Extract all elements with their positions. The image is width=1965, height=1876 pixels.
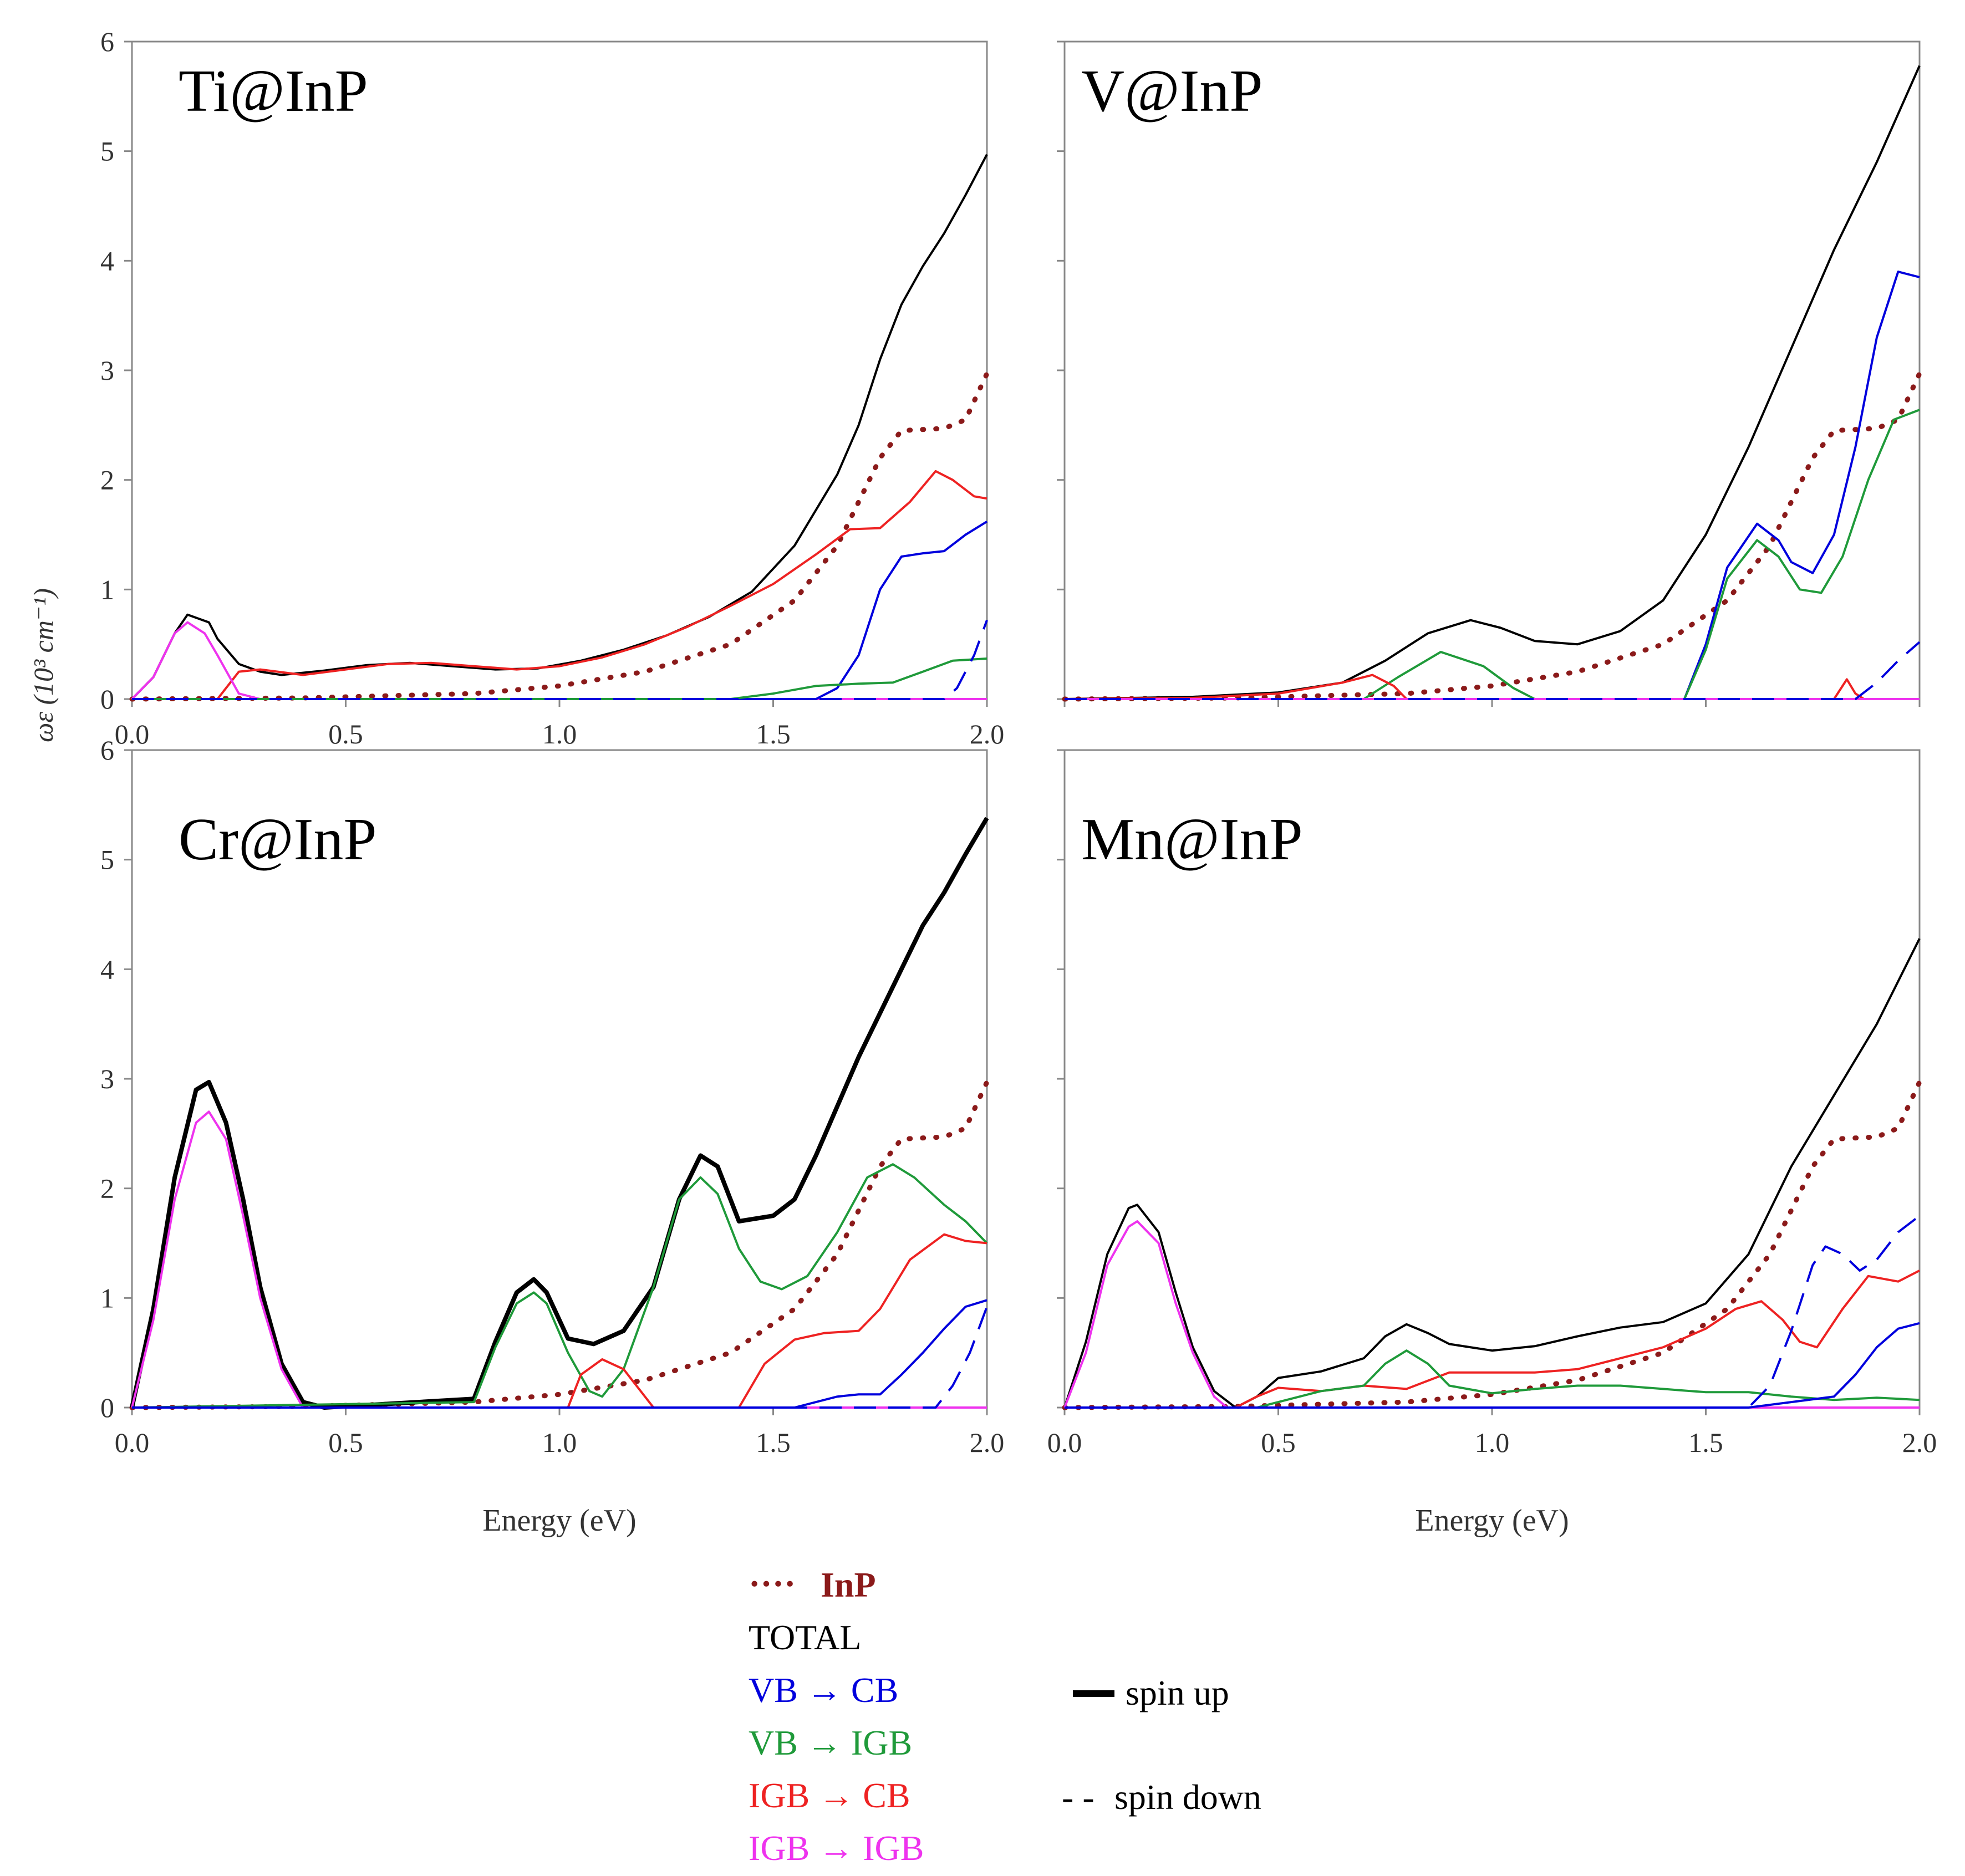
- series-v-total: [1065, 66, 1920, 700]
- legend-item-vb-igb: VB → IGB: [749, 1723, 912, 1762]
- legend-item-vb-cb: VB → CB: [749, 1670, 898, 1710]
- y-tick-label-cr-0: 0: [100, 1392, 114, 1423]
- legend-item-igb-igb: IGB → IGB: [749, 1828, 924, 1868]
- panel-v: V@InP: [1057, 42, 1920, 707]
- panel-title-cr: Cr@InP: [179, 807, 377, 873]
- series-ti-igb-cb: [217, 471, 987, 699]
- y-tick-label-ti-5: 5: [100, 136, 114, 167]
- x-tick-label-mn-2: 1.0: [1475, 1427, 1510, 1458]
- panel-title-ti: Ti@InP: [179, 58, 368, 124]
- x-tick-label-ti-4: 2.0: [970, 718, 1005, 750]
- series-mn-inp: [1065, 1082, 1920, 1408]
- x-tick-label-cr-0: 0.0: [115, 1427, 150, 1458]
- legend-spin-up-label: spin up: [1126, 1673, 1229, 1712]
- y-tick-label-cr-5: 5: [100, 844, 114, 875]
- y-tick-label-ti-3: 3: [100, 355, 114, 386]
- series-ti-total: [132, 155, 987, 699]
- y-tick-label-ti-4: 4: [100, 245, 114, 276]
- series-v-vb-cb: [1065, 272, 1920, 699]
- x-tick-label-ti-1: 0.5: [328, 718, 363, 750]
- series-cr-total: [132, 818, 987, 1408]
- figure: 01234560.0 0.5 1.0 1.5 2.0Ti@InP V@InP0123456…: [0, 0, 1965, 1876]
- series-mn-vb-cb-down: [1065, 1216, 1920, 1408]
- x-tick-label-mn-0: 0.0: [1047, 1427, 1082, 1458]
- x-tick-label-cr-4: 2.0: [970, 1427, 1005, 1458]
- x-tick-label-mn-1: 0.5: [1261, 1427, 1296, 1458]
- plot-frame-v: [1065, 42, 1920, 699]
- series-mn-vb-igb: [1065, 1350, 1920, 1408]
- series-mn-total: [1065, 939, 1920, 1408]
- legend-item-igb-cb: IGB → CB: [749, 1776, 910, 1815]
- y-tick-label-cr-1: 1: [100, 1282, 114, 1313]
- y-tick-label-ti-2: 2: [100, 465, 114, 496]
- x-tick-label-cr-1: 0.5: [328, 1427, 363, 1458]
- legend-spin-down-label: spin down: [1114, 1777, 1261, 1817]
- plot-frame-ti: [132, 42, 987, 699]
- x-tick-label-cr-2: 1.0: [542, 1427, 577, 1458]
- panel-cr: 0 1 2 3 4 5 6 0.0 0.5 1.0 1.5 2.0 Cr@InP Energy (eV): [100, 735, 1004, 1538]
- x-tick-label-mn-4: 2.0: [1902, 1427, 1937, 1458]
- y-tick-label-cr-2: 2: [100, 1173, 114, 1204]
- series-v-vb-cb-down: [1065, 642, 1920, 699]
- series-cr-igb-igb: [132, 1112, 987, 1408]
- panel-mn: 0.0 0.5 1.0 1.5 2.0 Mn@InP Energy (eV): [1047, 750, 1937, 1538]
- series-v-vb-igb: [1065, 410, 1920, 699]
- panel-title-mn: Mn@InP: [1081, 807, 1303, 873]
- panel-ti: 0 1 2 3 4 5 6 0.0 0.5 1.0 1.5 2.0 Ti@InP: [100, 26, 1004, 750]
- x-tick-label-ti-0: 0.0: [115, 718, 150, 750]
- legend-item-inp: InP: [821, 1565, 876, 1604]
- y-tick-label-cr-3: 3: [100, 1063, 114, 1094]
- y-tick-label-cr-6: 6: [100, 735, 114, 766]
- x-axis-label-cr: Energy (eV): [482, 1503, 636, 1538]
- panel-title-v: V@InP: [1081, 58, 1263, 124]
- x-tick-label-cr-3: 1.5: [756, 1427, 791, 1458]
- legend-item-total: TOTAL: [749, 1618, 861, 1657]
- y-tick-label-ti-6: 6: [100, 26, 114, 57]
- series-mn-igb-cb: [1065, 1271, 1920, 1408]
- y-tick-label-cr-4: 4: [100, 954, 114, 985]
- x-tick-label-ti-3: 1.5: [756, 718, 791, 750]
- series-mn-igb-igb: [1065, 1221, 1920, 1408]
- y-tick-label-ti-0: 0: [100, 684, 114, 715]
- y-axis-label: ωε (10³ cm⁻¹): [28, 588, 59, 742]
- x-tick-label-ti-2: 1.0: [542, 718, 577, 750]
- x-tick-label-mn-3: 1.5: [1688, 1427, 1723, 1458]
- legend-spin-down-marker: - -: [1062, 1777, 1095, 1817]
- series-cr-inp: [132, 1082, 987, 1408]
- legend: ···· InP TOTAL VB → CB VB → IGB IGB → CB…: [749, 1564, 1261, 1868]
- y-tick-label-ti-1: 1: [100, 574, 114, 605]
- series-v-inp: [1065, 374, 1920, 699]
- x-axis-label-mn: Energy (eV): [1415, 1503, 1569, 1538]
- legend-marker-inp: ····: [749, 1564, 796, 1603]
